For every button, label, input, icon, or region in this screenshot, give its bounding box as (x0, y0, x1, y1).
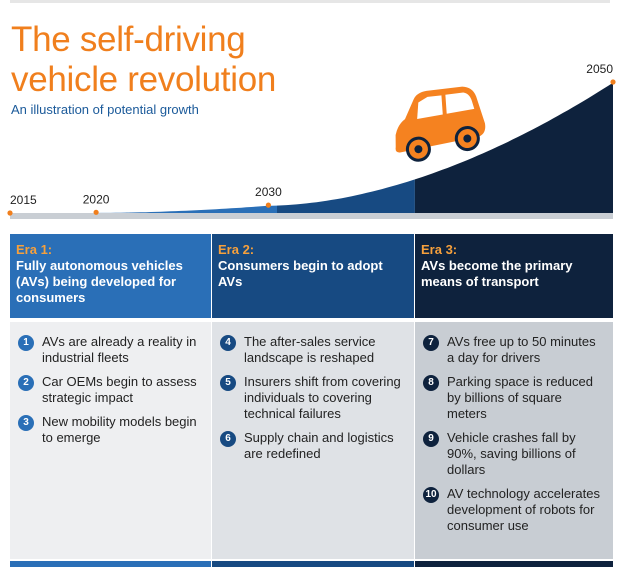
item-text: AV technology accelerates development of… (447, 486, 600, 533)
item-text: Insurers shift from covering individuals… (244, 374, 401, 421)
list-item: 9 Vehicle crashes fall by 90%, saving bi… (423, 430, 605, 478)
point-2030 (265, 202, 271, 208)
item-text: Car OEMs begin to assess strategic impac… (42, 374, 197, 405)
list-item: 8 Parking space is reduced by billions o… (423, 374, 605, 422)
list-item: 5 Insurers shift from covering individua… (220, 374, 406, 422)
era1-list: 1 AVs are already a reality in industria… (10, 322, 211, 559)
list-item: 10 AV technology accelerates development… (423, 486, 605, 534)
era2-title: Consumers begin to adopt AVs (218, 258, 383, 289)
item-text: New mobility models begin to emerge (42, 414, 197, 445)
item-text: Supply chain and logistics are redefined (244, 430, 394, 461)
number-badge: 9 (423, 431, 439, 447)
point-2050 (610, 79, 616, 85)
number-badge: 3 (18, 415, 34, 431)
list-item: 6 Supply chain and logistics are redefin… (220, 430, 406, 462)
area-era1 (10, 205, 277, 213)
era1-header: Era 1: Fully autonomous vehicles (AVs) b… (10, 234, 211, 318)
year-label-2015: 2015 (10, 193, 37, 207)
number-badge: 7 (423, 335, 439, 351)
top-rule (10, 0, 610, 3)
item-text: Vehicle crashes fall by 90%, saving bill… (447, 430, 576, 477)
page-subtitle: An illustration of potential growth (11, 102, 199, 117)
number-badge: 2 (18, 375, 34, 391)
era3-header: Era 3: AVs become the primary means of t… (415, 234, 613, 318)
era3-label: Era 3: (421, 242, 458, 257)
number-badge: 10 (423, 487, 439, 503)
list-item: 1 AVs are already a reality in industria… (18, 334, 203, 366)
era3-title: AVs become the primary means of transpor… (421, 258, 573, 289)
item-text: Parking space is reduced by billions of … (447, 374, 593, 421)
era1-title: Fully autonomous vehicles (AVs) being de… (16, 258, 183, 305)
era2-footer-band (212, 561, 414, 567)
area-era2 (277, 178, 415, 213)
list-item: 4 The after-sales service landscape is r… (220, 334, 406, 366)
car-icon (395, 86, 486, 162)
era1-footer-band (10, 561, 211, 567)
number-badge: 1 (18, 335, 34, 351)
point-2015 (7, 210, 13, 216)
baseline-band (10, 213, 613, 219)
era2-header: Era 2: Consumers begin to adopt AVs (212, 234, 414, 318)
item-text: The after-sales service landscape is res… (244, 334, 376, 365)
number-badge: 6 (220, 431, 236, 447)
era3-footer-band (415, 561, 613, 567)
area-era3 (414, 82, 613, 213)
list-item: 7 AVs free up to 50 minutes a day for dr… (423, 334, 605, 366)
year-label-2020: 2020 (83, 192, 110, 206)
list-item: 2 Car OEMs begin to assess strategic imp… (18, 374, 203, 406)
growth-chart: 2015 2020 2030 2050 (7, 62, 616, 219)
year-label-2030: 2030 (255, 185, 282, 199)
list-item: 3 New mobility models begin to emerge (18, 414, 203, 446)
item-text: AVs free up to 50 minutes a day for driv… (447, 334, 596, 365)
number-badge: 4 (220, 335, 236, 351)
year-label-2050: 2050 (586, 62, 613, 76)
point-2020 (93, 209, 99, 215)
era2-list: 4 The after-sales service landscape is r… (212, 322, 414, 559)
number-badge: 8 (423, 375, 439, 391)
growth-curve (10, 81, 614, 214)
era3-list: 7 AVs free up to 50 minutes a day for dr… (415, 322, 613, 559)
era1-label: Era 1: (16, 242, 53, 257)
number-badge: 5 (220, 375, 236, 391)
page-title: The self-driving vehicle revolution (11, 20, 277, 99)
item-text: AVs are already a reality in industrial … (42, 334, 197, 365)
era2-label: Era 2: (218, 242, 255, 257)
